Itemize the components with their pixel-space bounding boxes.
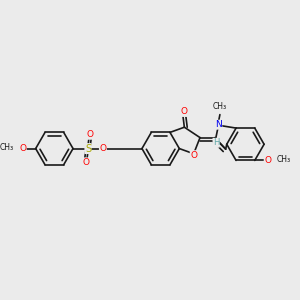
Text: CH₃: CH₃ [213, 103, 227, 112]
Text: O: O [82, 158, 89, 167]
Text: N: N [215, 120, 222, 129]
Text: CH₃: CH₃ [0, 143, 14, 152]
Text: O: O [99, 144, 106, 153]
Text: O: O [181, 107, 188, 116]
Text: S: S [85, 144, 91, 154]
Text: O: O [19, 144, 26, 153]
Text: O: O [264, 156, 271, 165]
Text: CH₃: CH₃ [277, 155, 291, 164]
Text: O: O [86, 130, 94, 139]
Text: O: O [190, 151, 197, 160]
Text: H: H [213, 138, 219, 147]
